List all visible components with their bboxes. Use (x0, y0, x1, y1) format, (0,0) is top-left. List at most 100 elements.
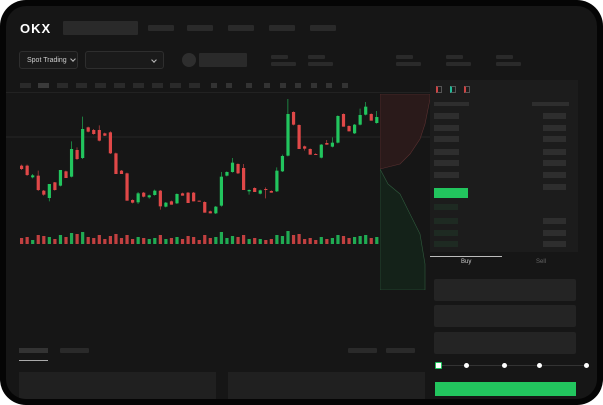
candle (353, 124, 357, 134)
ask-price (434, 125, 459, 131)
volume-bar (142, 238, 146, 244)
volume-bar (36, 235, 40, 244)
slider-step[interactable] (537, 363, 542, 368)
candle-body (203, 202, 207, 213)
candle-body (180, 193, 185, 196)
timeframe-button[interactable] (170, 83, 181, 88)
volume-bar (125, 235, 129, 244)
nav-item[interactable] (148, 25, 174, 31)
candle (153, 189, 157, 196)
stat-value (271, 62, 296, 66)
bottom-tab-active[interactable] (19, 348, 48, 353)
candle-body (269, 191, 273, 193)
drawing-tool-icon[interactable] (295, 83, 301, 88)
volume-bar (20, 238, 24, 244)
timeframe-button[interactable] (95, 83, 106, 88)
market-selector[interactable]: Spot Trading (19, 51, 78, 69)
drawing-tool-icon[interactable] (211, 83, 217, 88)
drawing-tool-icon[interactable] (311, 83, 317, 88)
volume-bar (230, 236, 235, 244)
drawing-tool-icon[interactable] (226, 83, 232, 88)
ask-depth-area (380, 94, 430, 170)
candle (358, 108, 362, 126)
drawing-tool-icon[interactable] (264, 83, 270, 88)
timeframe-button[interactable] (114, 83, 125, 88)
candle-body (175, 194, 179, 204)
total-input[interactable] (434, 332, 576, 354)
ask-amount (543, 113, 566, 119)
candle (230, 158, 235, 173)
volume-bar (25, 237, 29, 244)
timeframe-button[interactable] (152, 83, 163, 88)
volume-bar (192, 237, 196, 244)
buy-tab[interactable]: Buy (461, 259, 472, 265)
volume-bar (186, 236, 190, 244)
drawing-tool-icon[interactable] (246, 83, 252, 88)
candlestick-chart[interactable] (6, 94, 430, 330)
timeframe-button[interactable] (133, 83, 144, 88)
candle-body (242, 168, 246, 190)
price-input[interactable] (434, 279, 576, 301)
candle-body (58, 170, 63, 186)
drawing-tool-icon[interactable] (326, 83, 332, 88)
nav-item[interactable] (310, 25, 336, 31)
sell-tab[interactable]: Sell (536, 259, 547, 265)
bid-depth-area (380, 168, 426, 290)
candle (208, 210, 212, 214)
candle (169, 200, 174, 205)
drawing-tool-icon[interactable] (280, 83, 286, 88)
candle-body (369, 114, 373, 121)
amount-input[interactable] (434, 305, 576, 327)
candle (219, 172, 223, 207)
candle (125, 172, 129, 201)
volume-bar (86, 237, 90, 244)
slider-handle[interactable] (435, 362, 442, 369)
depth-chart (380, 94, 430, 290)
candle (364, 102, 368, 116)
filter-button[interactable] (386, 348, 415, 353)
nav-item[interactable] (187, 25, 213, 31)
slider-step[interactable] (502, 363, 507, 368)
bottom-tab[interactable] (60, 348, 89, 353)
order-book-view-both-icon[interactable] (436, 86, 442, 93)
timeframe-button[interactable] (76, 83, 87, 88)
stat-label (446, 55, 463, 59)
volume-bar (197, 240, 201, 244)
candle (119, 170, 124, 174)
filter-button[interactable] (348, 348, 377, 353)
candle (280, 154, 285, 172)
timeframe-button[interactable] (57, 83, 68, 88)
timeframe-button[interactable] (38, 83, 49, 88)
pair-selector[interactable] (85, 51, 164, 69)
slider-step[interactable] (584, 363, 589, 368)
candle (114, 152, 118, 174)
candle (330, 137, 334, 148)
stat-value (308, 62, 333, 66)
nav-item[interactable] (228, 25, 254, 31)
order-book-view-asks-icon[interactable] (464, 86, 470, 93)
volume-bar (247, 239, 251, 244)
slider-step[interactable] (464, 363, 469, 368)
candle-body (125, 173, 129, 201)
candle (47, 184, 51, 202)
stat-value (496, 62, 521, 66)
search-bar[interactable] (63, 21, 138, 35)
volume-bar (153, 238, 157, 244)
timeframe-button[interactable] (189, 83, 200, 88)
volume-bar (214, 237, 218, 244)
candle (236, 163, 240, 174)
timeframe-button[interactable] (20, 83, 31, 88)
nav-item[interactable] (269, 25, 295, 31)
order-book-view-bids-icon[interactable] (450, 86, 456, 93)
candle (264, 187, 268, 199)
slider-track[interactable] (438, 365, 588, 366)
candle-body (47, 184, 51, 198)
candle-body (36, 175, 40, 190)
buy-button[interactable] (435, 382, 576, 396)
candle (242, 164, 246, 190)
ask-amount (543, 184, 566, 190)
drawing-tool-icon[interactable] (342, 83, 348, 88)
active-tab-indicator (430, 256, 502, 257)
divider (6, 92, 430, 93)
candle-body (225, 172, 229, 176)
